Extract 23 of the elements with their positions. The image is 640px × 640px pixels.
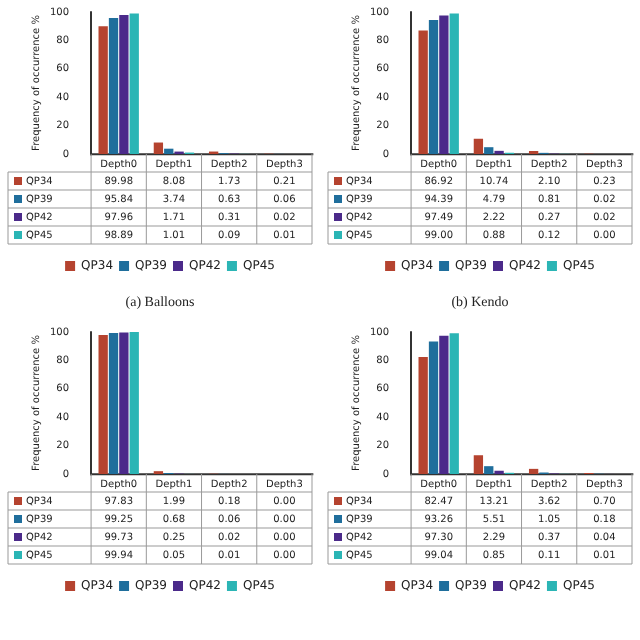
bar xyxy=(418,356,428,474)
bar xyxy=(108,333,119,474)
bar xyxy=(108,17,119,154)
bar xyxy=(439,15,449,154)
bar xyxy=(473,138,484,154)
bar xyxy=(528,468,539,474)
bar xyxy=(98,335,108,474)
bar xyxy=(449,13,459,154)
bar xyxy=(428,341,439,474)
bar xyxy=(484,466,494,474)
bar xyxy=(129,13,139,154)
bar xyxy=(428,19,439,154)
bar xyxy=(129,332,139,474)
bar xyxy=(418,30,428,154)
bar xyxy=(119,332,129,474)
bar xyxy=(153,142,164,154)
bar xyxy=(119,14,129,154)
bar xyxy=(439,335,449,474)
bar xyxy=(449,333,459,474)
bar xyxy=(473,455,484,474)
bar xyxy=(98,26,108,154)
bar xyxy=(484,147,494,154)
bar xyxy=(164,148,174,154)
